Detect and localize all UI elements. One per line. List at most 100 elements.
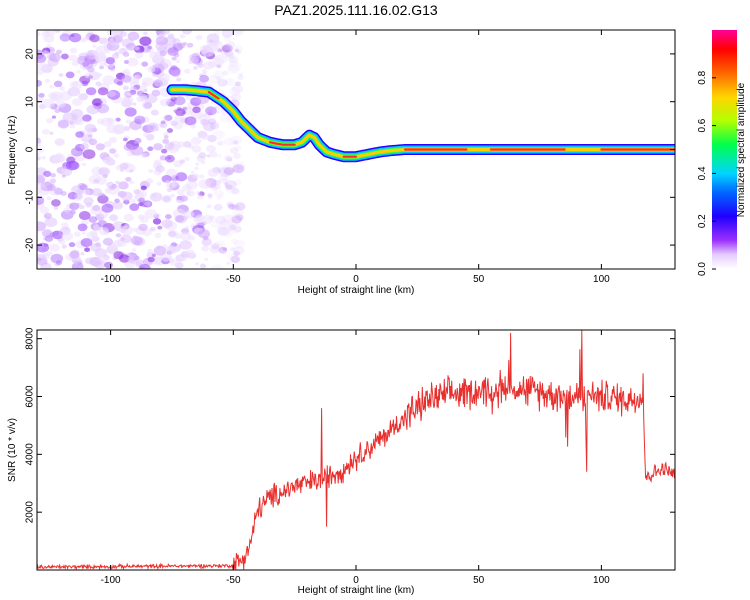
noise-blob <box>127 92 132 96</box>
noise-blob <box>179 159 186 164</box>
noise-blob <box>221 44 233 53</box>
noise-blob <box>106 30 117 37</box>
noise-blob <box>46 117 54 124</box>
noise-blob <box>101 194 106 198</box>
noise-blob <box>97 51 107 59</box>
noise-blob <box>100 211 109 219</box>
noise-blob <box>44 78 51 83</box>
noise-blob <box>139 216 149 223</box>
noise-blob <box>109 67 116 72</box>
noise-blob <box>130 198 136 203</box>
noise-blob <box>54 108 61 113</box>
noise-blob <box>230 255 240 263</box>
noise-blob <box>139 36 152 46</box>
noise-blob <box>102 156 114 165</box>
bottom-y-tick-label: 8000 <box>25 327 36 350</box>
noise-blob <box>170 120 178 127</box>
noise-blob <box>130 236 143 246</box>
noise-blob <box>218 140 226 146</box>
noise-blob <box>80 142 89 150</box>
noise-blob <box>109 148 117 154</box>
noise-blob <box>154 232 162 239</box>
noise-blob <box>37 242 50 253</box>
noise-blob <box>37 175 46 184</box>
noise-blob <box>209 122 220 130</box>
noise-blob <box>186 42 194 48</box>
noise-blob <box>104 261 113 269</box>
noise-blob <box>78 93 89 101</box>
noise-blob <box>55 99 66 108</box>
noise-blob <box>190 124 197 129</box>
noise-blob <box>220 219 234 230</box>
noise-blob <box>37 221 47 232</box>
noise-blob <box>145 178 154 184</box>
noise-blob <box>43 212 52 219</box>
noise-blob <box>201 237 212 246</box>
noise-blob <box>113 251 124 260</box>
noise-blob <box>49 243 60 252</box>
noise-blob <box>171 56 177 61</box>
noise-blob <box>198 174 205 179</box>
noise-blob <box>42 264 48 268</box>
noise-blob <box>96 103 110 114</box>
noise-blob <box>69 202 80 211</box>
noise-blob <box>61 222 69 228</box>
noise-blob <box>152 218 162 225</box>
noise-blob <box>162 138 170 144</box>
noise-blob <box>68 32 82 43</box>
noise-blob <box>220 48 229 55</box>
noise-blob <box>225 156 233 162</box>
noise-blob <box>81 162 87 167</box>
top-y-tick-label: 20 <box>25 48 36 60</box>
noise-blob <box>198 179 212 189</box>
ridge-peak <box>269 141 296 146</box>
noise-blob <box>50 173 56 178</box>
noise-blob <box>69 47 78 54</box>
noise-blob <box>232 164 245 174</box>
noise-blob <box>37 32 41 37</box>
noise-blob <box>61 174 66 178</box>
noise-blob <box>93 178 100 184</box>
top-x-tick-label: -50 <box>226 274 241 285</box>
noise-blob <box>99 65 105 70</box>
noise-blob <box>198 229 211 239</box>
noise-blob <box>159 155 167 161</box>
noise-blob <box>157 73 170 83</box>
noise-blob <box>145 153 150 157</box>
noise-blob <box>208 60 218 68</box>
noise-blob <box>154 79 163 87</box>
noise-blob <box>231 217 237 222</box>
noise-blob <box>56 154 66 162</box>
noise-blob <box>164 114 173 121</box>
noise-blob <box>230 238 239 245</box>
noise-blob <box>153 143 163 151</box>
noise-blob <box>48 52 61 62</box>
noise-blob <box>149 226 156 232</box>
noise-blob <box>152 73 157 77</box>
noise-blob <box>180 231 192 241</box>
noise-blob <box>212 70 225 80</box>
noise-blob <box>142 101 153 110</box>
noise-blob <box>84 257 95 265</box>
colorbar-tick-label: 0.8 <box>697 70 708 84</box>
noise-blob <box>69 123 76 129</box>
noise-blob <box>84 247 91 252</box>
noise-blob <box>207 168 219 177</box>
colorbar-tick-label: 0.4 <box>697 166 708 180</box>
noise-blob <box>122 51 130 57</box>
noise-blob <box>218 246 228 254</box>
noise-blob <box>88 216 98 223</box>
noise-blob <box>125 176 132 182</box>
noise-blob <box>63 207 70 213</box>
noise-blob <box>138 197 145 203</box>
noise-blob <box>103 141 112 148</box>
noise-blob <box>179 195 189 202</box>
noise-blob <box>90 243 102 252</box>
noise-blob <box>147 146 154 152</box>
noise-blob <box>124 107 137 117</box>
noise-blob <box>212 47 220 54</box>
noise-blob <box>89 34 100 43</box>
noise-blob <box>234 81 242 87</box>
noise-blob <box>134 195 139 199</box>
noise-blob <box>223 167 235 176</box>
